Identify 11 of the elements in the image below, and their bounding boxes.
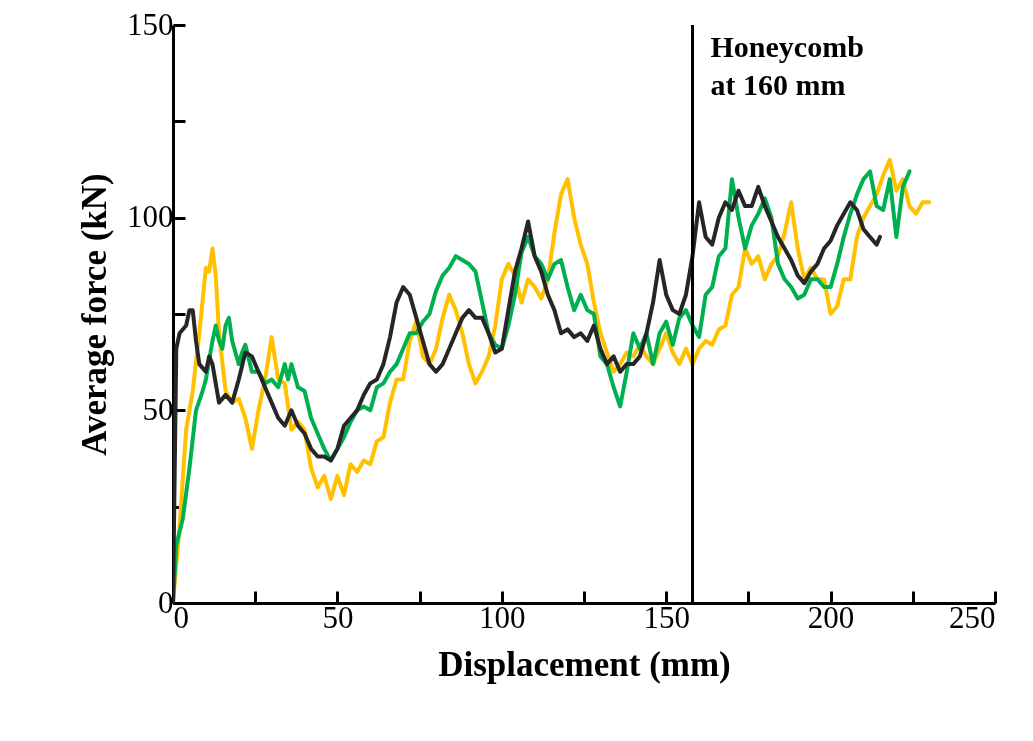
x-tick-label: 50: [322, 599, 354, 635]
y-axis-title: Average force (kN): [75, 173, 114, 456]
x-tick-label: 250: [949, 599, 996, 635]
x-tick-label: 150: [643, 599, 690, 635]
y-tick-label: 150: [127, 6, 174, 42]
ref-line-label: Honeycomb at 160 mm: [710, 30, 864, 101]
x-tick-label: 100: [479, 599, 526, 635]
y-tick-label: 50: [142, 391, 174, 427]
x-tick-label: 200: [807, 599, 855, 635]
y-tick-label: 100: [127, 199, 174, 235]
x-axis-title: Displacement (mm): [438, 644, 731, 684]
